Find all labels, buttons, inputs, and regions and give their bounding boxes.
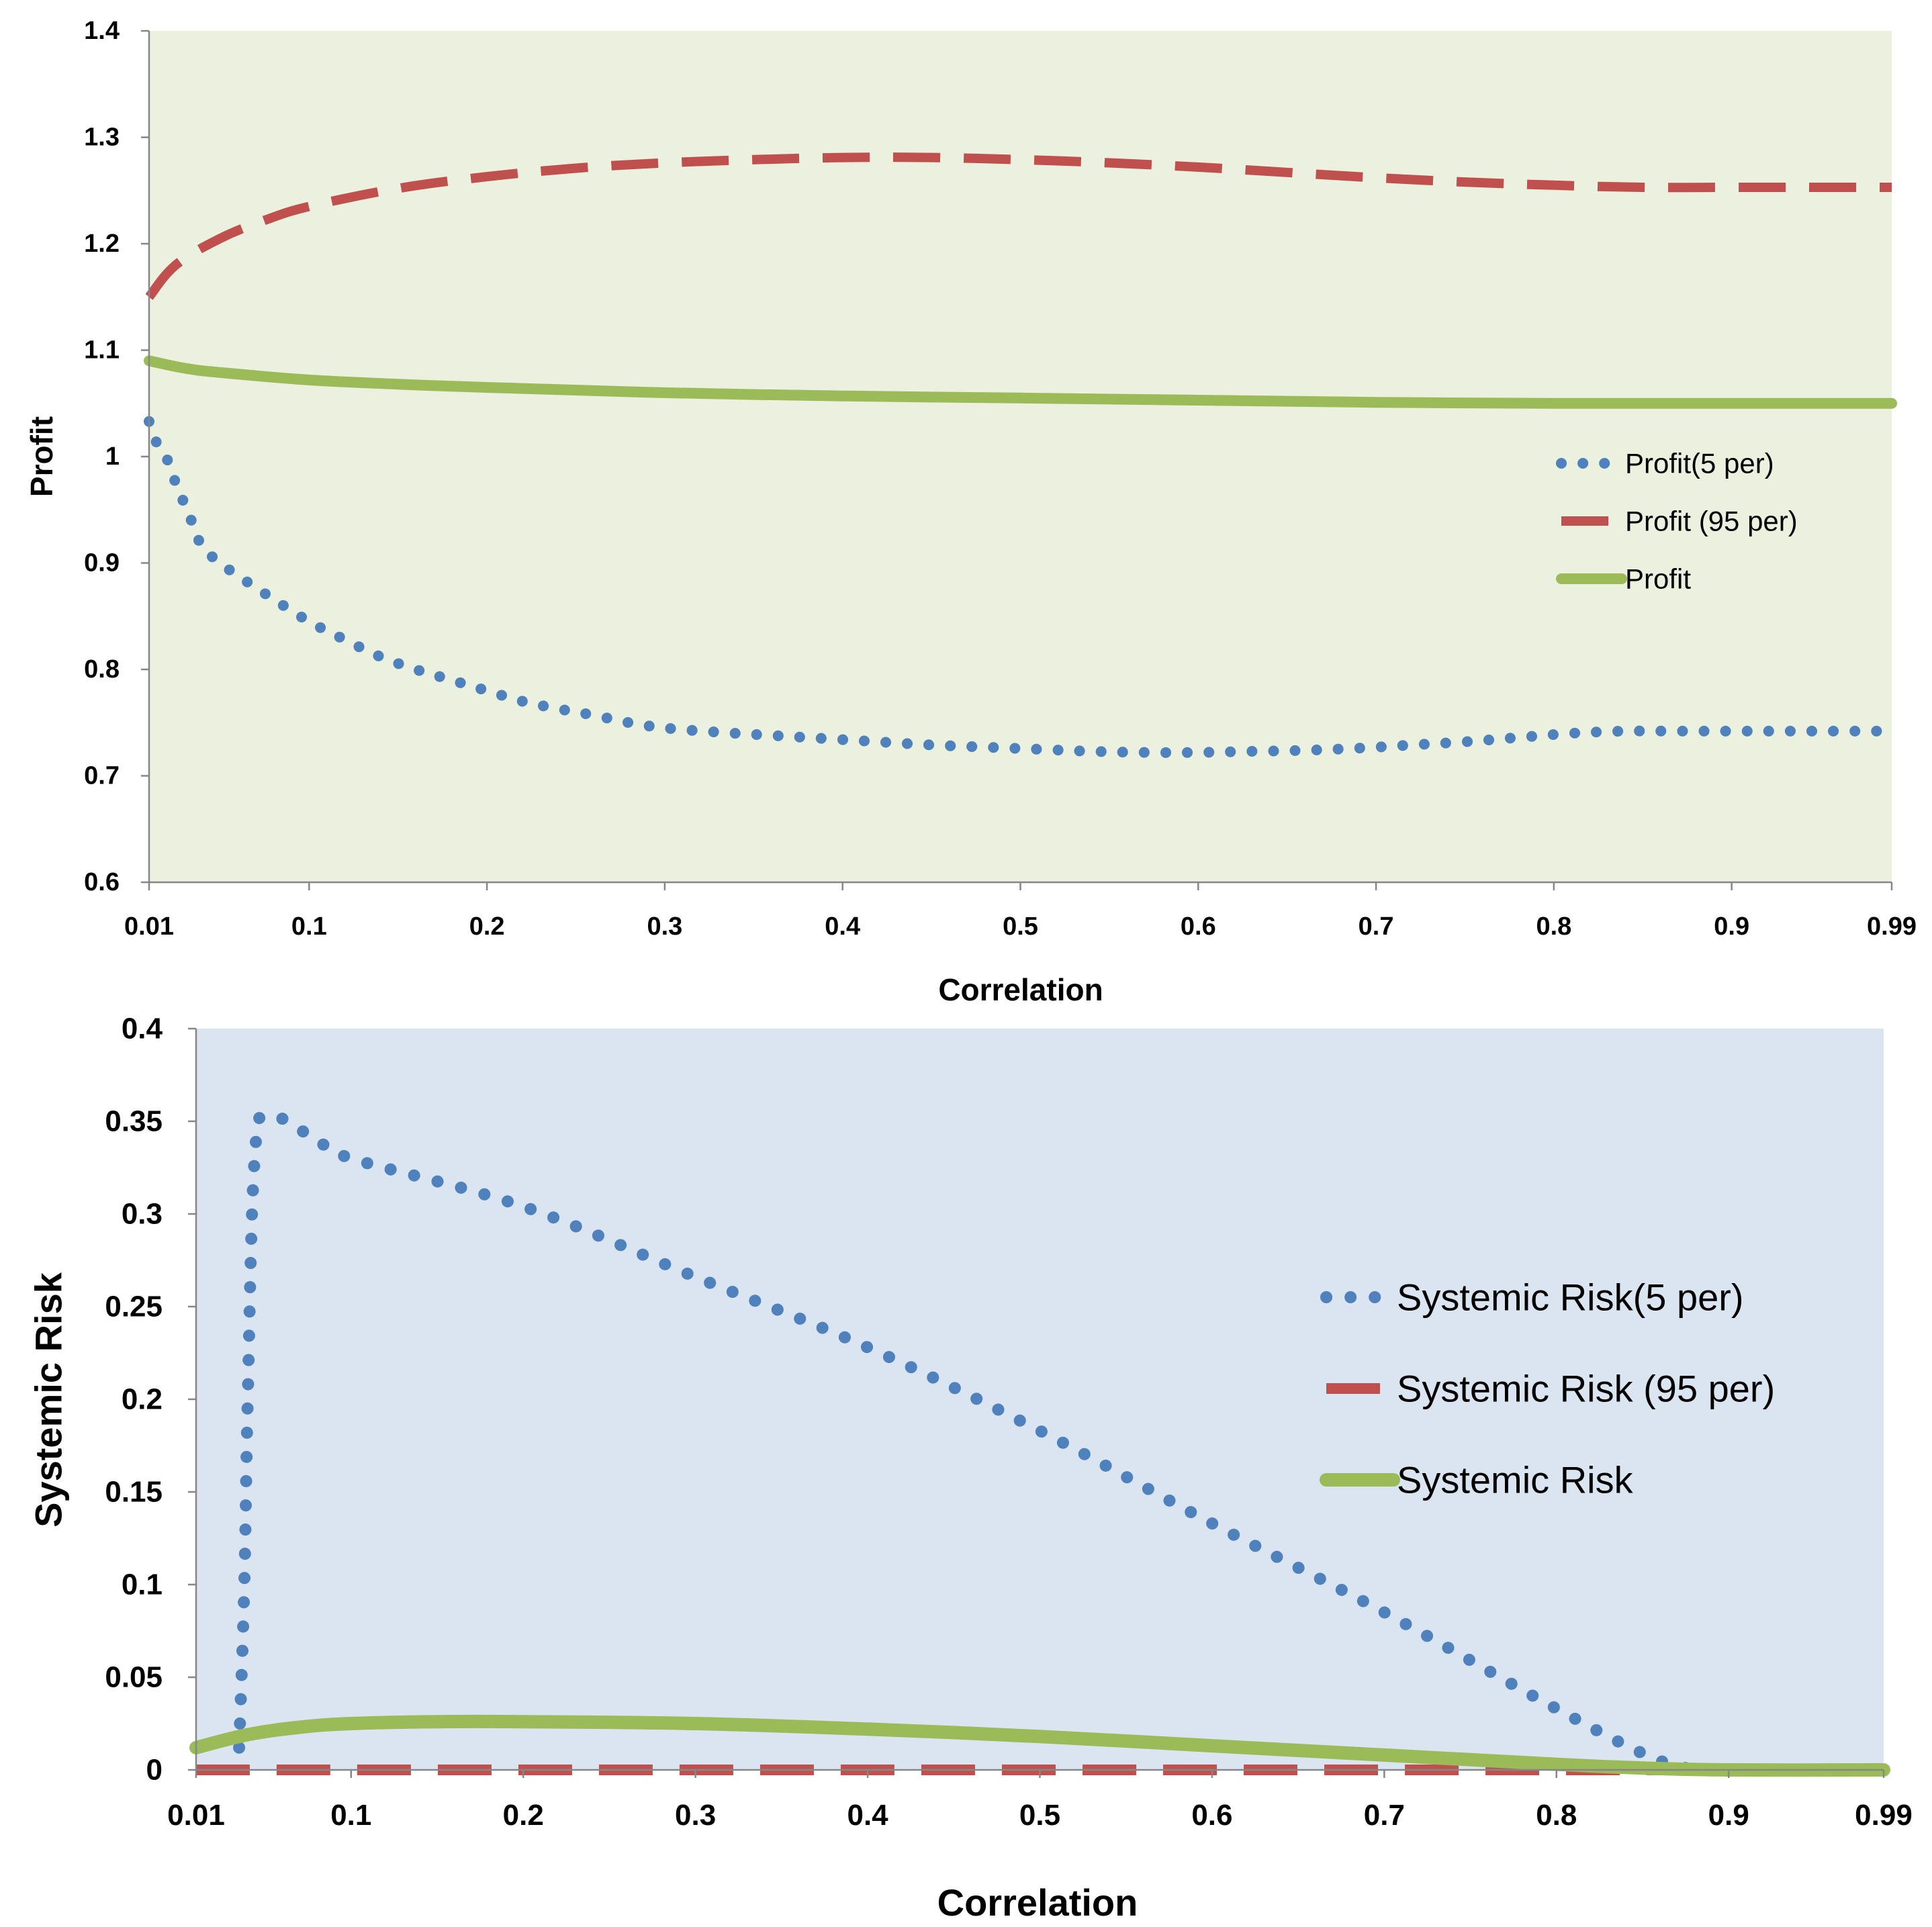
profit-y-tick-label: 0.7 — [84, 762, 120, 790]
profit-series-5per-line — [144, 416, 1897, 758]
legend-label-profit-5per: Profit(5 per) — [1625, 448, 1774, 479]
systemic-risk-series-5per-line — [233, 1109, 1890, 1777]
systemic-risk-x-tick-label: 0.6 — [1191, 1799, 1232, 1832]
profit-series-95per-line — [145, 152, 1892, 300]
legend-label-systemic-risk-5per: Systemic Risk(5 per) — [1397, 1276, 1744, 1319]
systemic-risk-y-axis-title: Systemic Risk — [28, 1272, 70, 1527]
systemic-risk-x-tick-label: 0.7 — [1364, 1799, 1405, 1832]
systemic-risk-legend: Systemic Risk(5 per) Systemic Risk (95 p… — [1320, 1276, 1775, 1501]
systemic-risk-y-tick-label: 0.3 — [122, 1198, 163, 1231]
systemic-risk-x-tick-label: 0.4 — [847, 1799, 888, 1832]
profit-plot-area — [149, 31, 1892, 882]
profit-chart: 0.6 0.7 0.8 0.9 1 1.1 1.2 1.3 1.4 0.01 0.1 0.2 0.3 0.… — [24, 17, 1917, 1007]
profit-x-tick-label: 0.4 — [825, 912, 860, 941]
profit-x-tick-label: 0.3 — [647, 912, 682, 941]
profit-x-tick-label: 0.8 — [1536, 912, 1571, 941]
profit-x-tick-label: 0.5 — [1003, 912, 1038, 941]
systemic-risk-y-tick-label: 0.05 — [105, 1661, 163, 1694]
profit-y-tick-label: 1.1 — [84, 336, 120, 365]
legend-label-systemic-risk-95per: Systemic Risk (95 per) — [1397, 1368, 1775, 1410]
systemic-risk-y-tick-label: 0 — [146, 1754, 163, 1787]
profit-y-tick-label: 0.9 — [84, 549, 120, 577]
profit-axes: 0.6 0.7 0.8 0.9 1 1.1 1.2 1.3 1.4 0.01 0.1 0.2 0.3 0.… — [84, 17, 1917, 941]
systemic-risk-x-tick-label: 0.1 — [330, 1799, 371, 1832]
systemic-risk-y-tick-label: 0.2 — [122, 1383, 163, 1416]
profit-y-axis-title: Profit — [24, 416, 59, 497]
systemic-risk-y-tick-label: 0.35 — [105, 1105, 163, 1138]
systemic-risk-series-mean-line — [189, 1714, 1890, 1777]
systemic-risk-chart: 0 0.05 0.1 0.15 0.2 0.25 0.3 0.35 0.4 0.01 0.1 0.2 0… — [28, 1013, 1913, 1924]
profit-series-layer — [144, 152, 1897, 758]
legend-label-systemic-risk: Systemic Risk — [1397, 1459, 1634, 1501]
profit-legend: Profit(5 per) Profit (95 per) Profit — [1556, 448, 1798, 595]
profit-y-tick-label: 1 — [105, 442, 120, 471]
systemic-risk-x-tick-label: 0.8 — [1536, 1799, 1577, 1832]
systemic-risk-axes: 0 0.05 0.1 0.15 0.2 0.25 0.3 0.35 0.4 0.01 0.1 0.2 0… — [105, 1013, 1912, 1832]
legend-label-profit: Profit — [1625, 563, 1691, 595]
profit-y-tick-label: 0.6 — [84, 868, 120, 896]
profit-y-tick-label: 1.2 — [84, 230, 120, 258]
systemic-risk-x-tick-label: 0.5 — [1019, 1799, 1060, 1832]
profit-x-tick-label: 0.9 — [1714, 912, 1749, 941]
systemic-risk-plot-area — [196, 1029, 1884, 1770]
profit-y-tick-label: 1.4 — [84, 17, 120, 45]
profit-x-tick-label: 0.01 — [124, 912, 174, 941]
systemic-risk-x-tick-label: 0.99 — [1855, 1799, 1913, 1832]
systemic-risk-x-tick-label: 0.2 — [503, 1799, 544, 1832]
systemic-risk-x-tick-label: 0.01 — [167, 1799, 225, 1832]
systemic-risk-x-axis-title: Correlation — [937, 1881, 1138, 1924]
profit-series-mean-line — [144, 355, 1897, 409]
systemic-risk-y-tick-label: 0.4 — [122, 1013, 163, 1045]
profit-x-tick-label: 0.7 — [1359, 912, 1394, 941]
systemic-risk-y-tick-label: 0.25 — [105, 1290, 163, 1323]
systemic-risk-x-tick-label: 0.9 — [1708, 1799, 1749, 1832]
systemic-risk-x-tick-label: 0.3 — [675, 1799, 716, 1832]
profit-x-axis-title: Correlation — [938, 972, 1103, 1007]
profit-y-tick-label: 0.8 — [84, 655, 120, 684]
legend-label-profit-95per: Profit (95 per) — [1625, 506, 1798, 537]
profit-x-tick-label: 0.99 — [1867, 912, 1917, 941]
profit-y-tick-label: 1.3 — [84, 124, 120, 152]
systemic-risk-y-tick-label: 0.1 — [122, 1568, 163, 1601]
profit-x-tick-label: 0.6 — [1181, 912, 1216, 941]
systemic-risk-y-tick-label: 0.15 — [105, 1476, 163, 1509]
profit-x-tick-label: 0.2 — [469, 912, 505, 941]
profit-x-tick-label: 0.1 — [291, 912, 327, 941]
